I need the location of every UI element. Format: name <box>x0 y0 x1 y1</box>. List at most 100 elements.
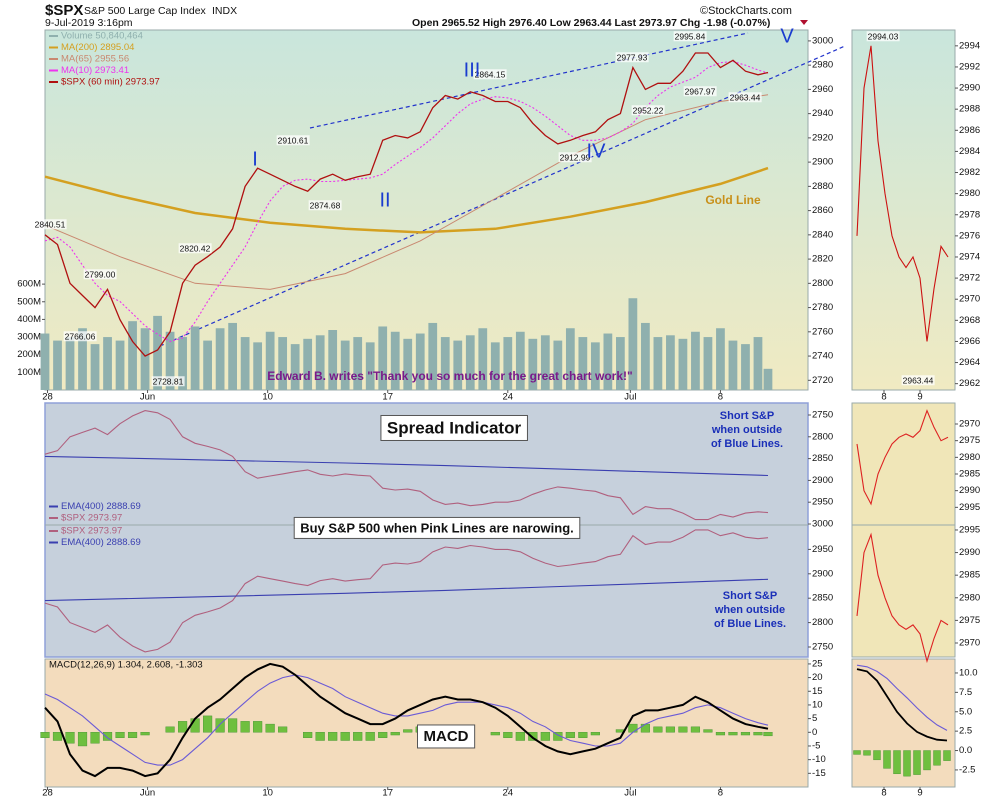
y-tick-label: 2840 <box>812 229 833 240</box>
bar <box>228 322 238 390</box>
x-tick-label: Jun <box>140 788 155 799</box>
y2-tick-label: 600M <box>17 279 41 290</box>
bar <box>328 330 338 390</box>
annotation: Spread Indicator <box>387 418 522 437</box>
bar <box>478 328 488 390</box>
bar <box>340 732 350 741</box>
annotation: Short S&P <box>720 410 774 422</box>
y-tick-label: 2982 <box>959 167 980 178</box>
y-tick-label: 0.0 <box>959 745 972 756</box>
legend-label: MA(200) 2895.04 <box>61 42 134 53</box>
series-line <box>44 60 769 343</box>
annotation: of Blue Lines. <box>714 618 786 630</box>
bar <box>590 342 600 390</box>
bar <box>78 328 87 390</box>
price-label-bg <box>83 269 117 280</box>
bar <box>853 750 861 755</box>
price-label-bg <box>276 135 310 146</box>
bar <box>716 328 725 390</box>
bar <box>653 337 663 390</box>
x-tick-label: 8 <box>881 392 886 403</box>
price-label-bg <box>473 69 507 80</box>
y-tick-label: 2990 <box>959 485 980 496</box>
price-label: 2820.42 <box>180 243 211 253</box>
y-tick-label: 2984 <box>959 146 980 157</box>
price-label-bg <box>901 375 935 386</box>
y-tick-label: 2900 <box>812 475 833 486</box>
y-tick-label: 15 <box>812 686 823 697</box>
y2-tick-label: 100M <box>17 367 41 378</box>
y-tick-label: 2962 <box>959 378 980 389</box>
y-tick-label: 2985 <box>959 570 980 581</box>
bar <box>128 321 137 390</box>
y-tick-label: 2880 <box>812 181 833 192</box>
x-tick-label: 10 <box>262 788 273 799</box>
y-tick-label: -5 <box>812 740 820 751</box>
bar <box>893 750 901 775</box>
price-label: 2977.93 <box>617 52 648 62</box>
datetime: 9-Jul-2019 3:16pm <box>45 17 133 29</box>
annotation: V <box>780 25 794 47</box>
bar <box>863 750 871 756</box>
bar <box>90 732 100 744</box>
annotation-box <box>417 724 476 749</box>
y-tick-label: 2994 <box>959 40 980 51</box>
x-tick-label: 24 <box>503 392 514 403</box>
series-line <box>856 664 948 731</box>
bar <box>453 340 463 390</box>
bar <box>640 723 650 733</box>
bar <box>428 322 438 390</box>
y-tick-label: 10.0 <box>959 667 978 678</box>
bar <box>265 723 275 733</box>
bar <box>190 326 200 390</box>
bar <box>353 732 363 741</box>
annotation: Gold Line <box>705 193 761 207</box>
x-tick-label: 8 <box>718 392 723 403</box>
bar <box>691 331 700 390</box>
price-label-bg <box>728 92 762 103</box>
y-tick-label: 2976 <box>959 230 980 241</box>
bar <box>741 344 750 390</box>
x-tick-label: Jul <box>624 392 636 403</box>
bar <box>628 723 638 733</box>
annotation-box <box>380 414 528 441</box>
price-label-bg <box>866 31 900 42</box>
legend-label: MACD(12,26,9) 1.304, 2.608, -1.303 <box>49 660 203 671</box>
bar <box>933 750 941 766</box>
bar <box>528 732 538 741</box>
bar <box>903 750 911 777</box>
y-tick-label: 2800 <box>812 431 833 442</box>
bar <box>102 732 113 741</box>
bar <box>315 732 325 741</box>
price-label-bg <box>615 52 649 63</box>
bar <box>465 335 475 390</box>
bar <box>715 732 726 736</box>
legend-label: MA(65) 2955.56 <box>61 54 129 65</box>
price-label: 2967.97 <box>685 86 716 96</box>
bar <box>628 298 638 390</box>
series-line <box>44 94 769 290</box>
y-tick-label: 2980 <box>959 188 980 199</box>
annotation: Short S&P <box>723 590 777 602</box>
series-line <box>856 668 948 742</box>
bar <box>503 337 513 390</box>
y-tick-label: 10 <box>812 699 823 710</box>
bar <box>190 718 200 733</box>
y-tick-label: 2980 <box>959 452 980 463</box>
y2-tick-label: 300M <box>17 332 41 343</box>
bar <box>913 750 921 775</box>
y-tick-label: 0 <box>812 727 817 738</box>
price-label: 2799.00 <box>85 269 116 279</box>
symbol: $SPX <box>45 2 83 19</box>
bar <box>678 338 688 390</box>
legend-label: MA(10) 2973.41 <box>61 65 129 76</box>
bar <box>678 726 688 733</box>
bar <box>228 718 238 733</box>
bar <box>390 732 400 736</box>
bar <box>440 337 450 390</box>
y-tick-label: 2940 <box>812 108 833 119</box>
bar <box>65 337 75 390</box>
bar <box>240 721 250 733</box>
bar <box>240 337 250 390</box>
